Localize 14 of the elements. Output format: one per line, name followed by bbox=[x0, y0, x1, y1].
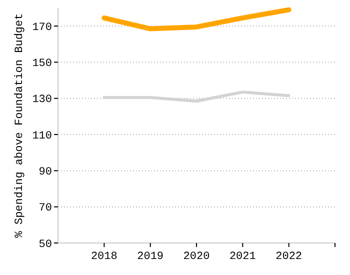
y-tick-label: 50 bbox=[38, 238, 52, 251]
x-tick-label: 2020 bbox=[183, 251, 210, 263]
y-axis-title: % Spending above Foundation Budget bbox=[14, 13, 26, 238]
line-series bbox=[102, 90, 290, 103]
y-tick-label: 110 bbox=[32, 130, 52, 142]
x-tick-label: 2019 bbox=[137, 251, 164, 263]
y-tick-label: 90 bbox=[38, 166, 52, 179]
y-tick-label: 130 bbox=[32, 94, 52, 106]
x-tick-label: 2018 bbox=[90, 251, 118, 263]
y-tick-label: 70 bbox=[38, 202, 52, 215]
y-tick-label: 150 bbox=[32, 58, 52, 70]
x-tick-label: 2022 bbox=[276, 251, 302, 263]
x-tick-label: 2021 bbox=[229, 251, 256, 263]
y-tick-label: 170 bbox=[32, 22, 52, 34]
